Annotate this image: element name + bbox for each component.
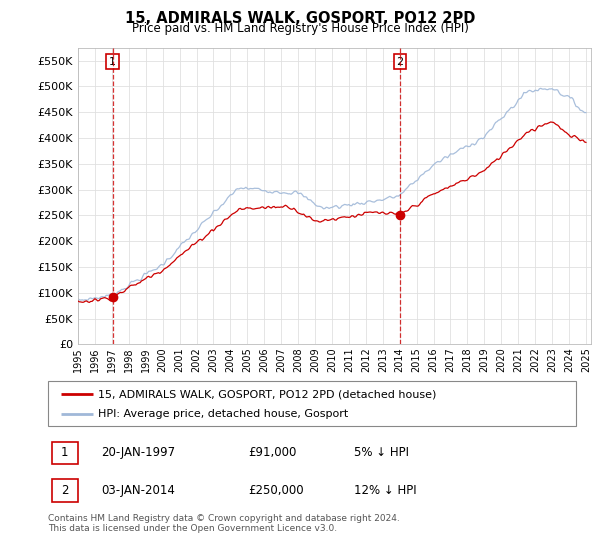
Text: 03-JAN-2014: 03-JAN-2014 — [101, 484, 175, 497]
Text: £250,000: £250,000 — [248, 484, 304, 497]
Text: 20-JAN-1997: 20-JAN-1997 — [101, 446, 175, 459]
Bar — [52, 479, 77, 502]
Text: Contains HM Land Registry data © Crown copyright and database right 2024.
This d: Contains HM Land Registry data © Crown c… — [48, 514, 400, 534]
Text: HPI: Average price, detached house, Gosport: HPI: Average price, detached house, Gosp… — [98, 409, 349, 419]
Bar — [52, 441, 77, 464]
Text: 1: 1 — [61, 446, 68, 459]
Text: 2: 2 — [61, 484, 68, 497]
Text: 15, ADMIRALS WALK, GOSPORT, PO12 2PD: 15, ADMIRALS WALK, GOSPORT, PO12 2PD — [125, 11, 475, 26]
Text: 15, ADMIRALS WALK, GOSPORT, PO12 2PD (detached house): 15, ADMIRALS WALK, GOSPORT, PO12 2PD (de… — [98, 389, 437, 399]
Text: Price paid vs. HM Land Registry's House Price Index (HPI): Price paid vs. HM Land Registry's House … — [131, 22, 469, 35]
Text: 2: 2 — [396, 57, 403, 67]
Text: 12% ↓ HPI: 12% ↓ HPI — [354, 484, 417, 497]
Text: £91,000: £91,000 — [248, 446, 297, 459]
Text: 1: 1 — [109, 57, 116, 67]
Text: 5% ↓ HPI: 5% ↓ HPI — [354, 446, 409, 459]
